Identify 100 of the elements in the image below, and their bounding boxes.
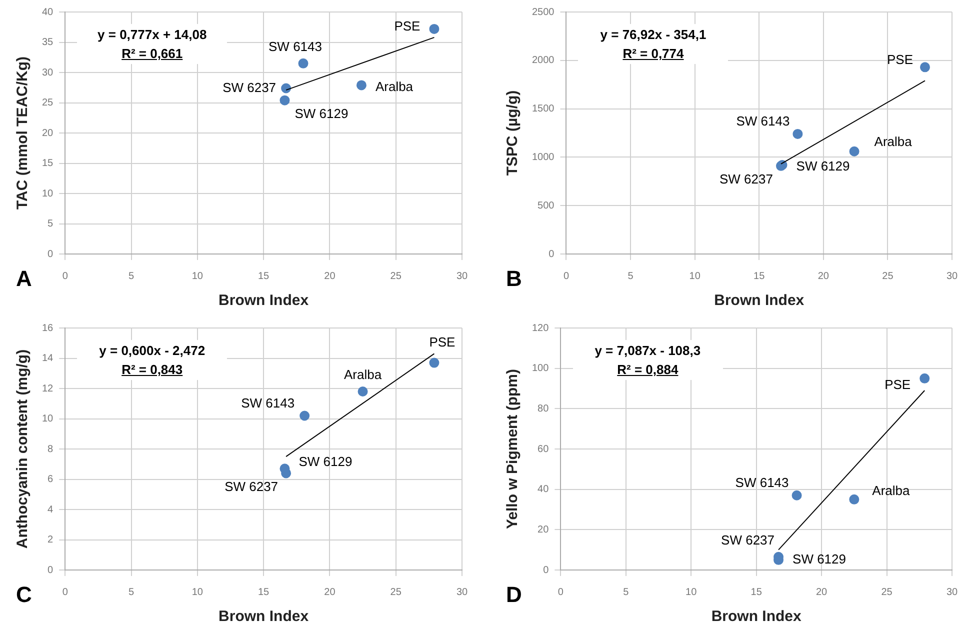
x-tick-label: 5 [623, 586, 630, 598]
x-tick-label: 0 [558, 586, 564, 598]
annotation: y = 76,92x - 354,1 [599, 26, 708, 44]
y-tick-label: 0 [48, 564, 54, 576]
point [280, 95, 290, 106]
text-box: y = 76,92x - 354,1 R² = 0,774 [578, 24, 728, 64]
point [920, 373, 930, 384]
x-tick-label: 25 [390, 586, 402, 598]
annotation: SW 6129 [792, 551, 846, 566]
y-tick-label: 12 [42, 383, 54, 394]
annotation: SW 6237 [721, 532, 775, 548]
point [792, 490, 802, 500]
text-box: y = 7,087x - 108,3 R² = 0,884 [572, 340, 723, 380]
point [281, 83, 292, 94]
y-tick-label: 4 [48, 504, 54, 516]
text: C [16, 582, 32, 608]
x-tick-label: 10 [689, 270, 701, 282]
y-tick-label: 2 [48, 534, 54, 546]
annotation: y = 0,600x - 2,472 [98, 342, 206, 360]
x-tick-label: 30 [456, 270, 468, 282]
x-tick-label: 0 [62, 586, 68, 598]
annotation: SW 6237 [224, 478, 278, 494]
y-tick-label: 40 [42, 6, 54, 18]
y-tick-label: 5 [48, 218, 54, 230]
x-tick-label: 30 [946, 270, 958, 282]
point [849, 494, 860, 504]
y-tick-label: 60 [538, 444, 550, 455]
y-tick-label: 1000 [532, 152, 555, 163]
y-tick-label: 2500 [532, 6, 555, 18]
x-tick-label: 0 [563, 270, 570, 282]
y-tick-label: 500 [538, 200, 555, 212]
point [849, 146, 860, 156]
y-axis-title: Yello w Pigment (ppm) [504, 368, 522, 530]
annotation: R² = 0,774 [622, 46, 684, 61]
annotation: Aralba [375, 78, 414, 94]
x-tick-label: 20 [816, 586, 828, 598]
annotation: SW 6129 [294, 106, 348, 121]
x-tick-label: 25 [390, 270, 402, 282]
y-tick-label: 6 [48, 474, 54, 485]
annotation: PSE [884, 376, 911, 392]
text-box: y = 0,777x + 14,08 R² = 0,661 [77, 24, 228, 64]
y-tick-label: 16 [42, 322, 54, 334]
x-tick-label: 30 [456, 586, 468, 598]
x-tick-label: 10 [192, 586, 204, 598]
point [920, 62, 930, 72]
y-tick-label: 100 [532, 363, 550, 374]
annotation: SW 6143 [736, 114, 790, 129]
y-axis-title: TSPC (µg/g) [504, 90, 522, 176]
annotation: SW 6129 [298, 454, 352, 470]
annotation: Aralba [872, 482, 911, 498]
x-tick-label: 5 [128, 586, 134, 598]
point [429, 24, 440, 34]
annotation: R² = 0,661 [122, 46, 183, 61]
x-tick-label: 5 [628, 270, 634, 282]
x-tick-label: 15 [258, 270, 270, 282]
y-tick-label: 80 [538, 403, 550, 414]
x-tick-label: 30 [946, 586, 958, 598]
y-tick-label: 25 [42, 98, 54, 108]
x-tick-label: 20 [324, 586, 336, 598]
point [280, 464, 290, 474]
annotation: y = 7,087x - 108,3 [594, 342, 702, 360]
y-tick-label: 15 [42, 158, 54, 169]
text-box: y = 0,600x - 2,472 R² = 0,843 [77, 340, 228, 380]
annotation: SW 6143 [268, 39, 322, 54]
y-tick-label: 120 [532, 322, 550, 334]
point [792, 128, 803, 139]
y-tick-label: 0 [48, 248, 54, 260]
annotation: y = 0,777x + 14,08 [96, 26, 208, 44]
annotation: Aralba [874, 134, 913, 149]
y-axis-title: TAC (mmol TEAC/Kg) [14, 56, 32, 210]
text: B [506, 266, 522, 292]
annotation: PSE [429, 334, 456, 350]
y-tick-label: 2000 [532, 55, 555, 66]
annotation: PSE [394, 18, 421, 34]
annotation: SW 6237 [222, 80, 276, 95]
y-tick-label: 10 [42, 188, 54, 200]
x-tick-label: 10 [192, 270, 204, 282]
annotation: SW 6143 [735, 474, 789, 490]
annotation: R² = 0,884 [617, 362, 678, 377]
x-tick-label: 15 [750, 586, 762, 598]
y-axis-title: Anthocyanin content (mg/g) [14, 349, 32, 549]
y-tick-label: 30 [42, 67, 54, 78]
y-tick-label: 40 [538, 484, 550, 496]
x-tick-label: 25 [882, 270, 894, 282]
y-tick-label: 0 [548, 248, 555, 260]
text: A [16, 266, 32, 292]
y-tick-label: 0 [543, 564, 550, 576]
x-tick-label: 15 [754, 270, 766, 282]
x-axis-title: Brown Index [714, 292, 805, 310]
annotation: SW 6237 [720, 171, 773, 186]
x-tick-label: 5 [128, 270, 134, 282]
annotation: R² = 0,843 [122, 362, 183, 377]
x-tick-label: 10 [686, 586, 698, 598]
point [429, 358, 440, 368]
x-tick-label: 0 [62, 270, 68, 282]
x-tick-label: 25 [881, 586, 893, 598]
point [300, 410, 310, 421]
annotation: SW 6143 [241, 395, 295, 410]
x-axis-title: Brown Index [218, 608, 310, 626]
y-tick-label: 1500 [532, 104, 555, 115]
